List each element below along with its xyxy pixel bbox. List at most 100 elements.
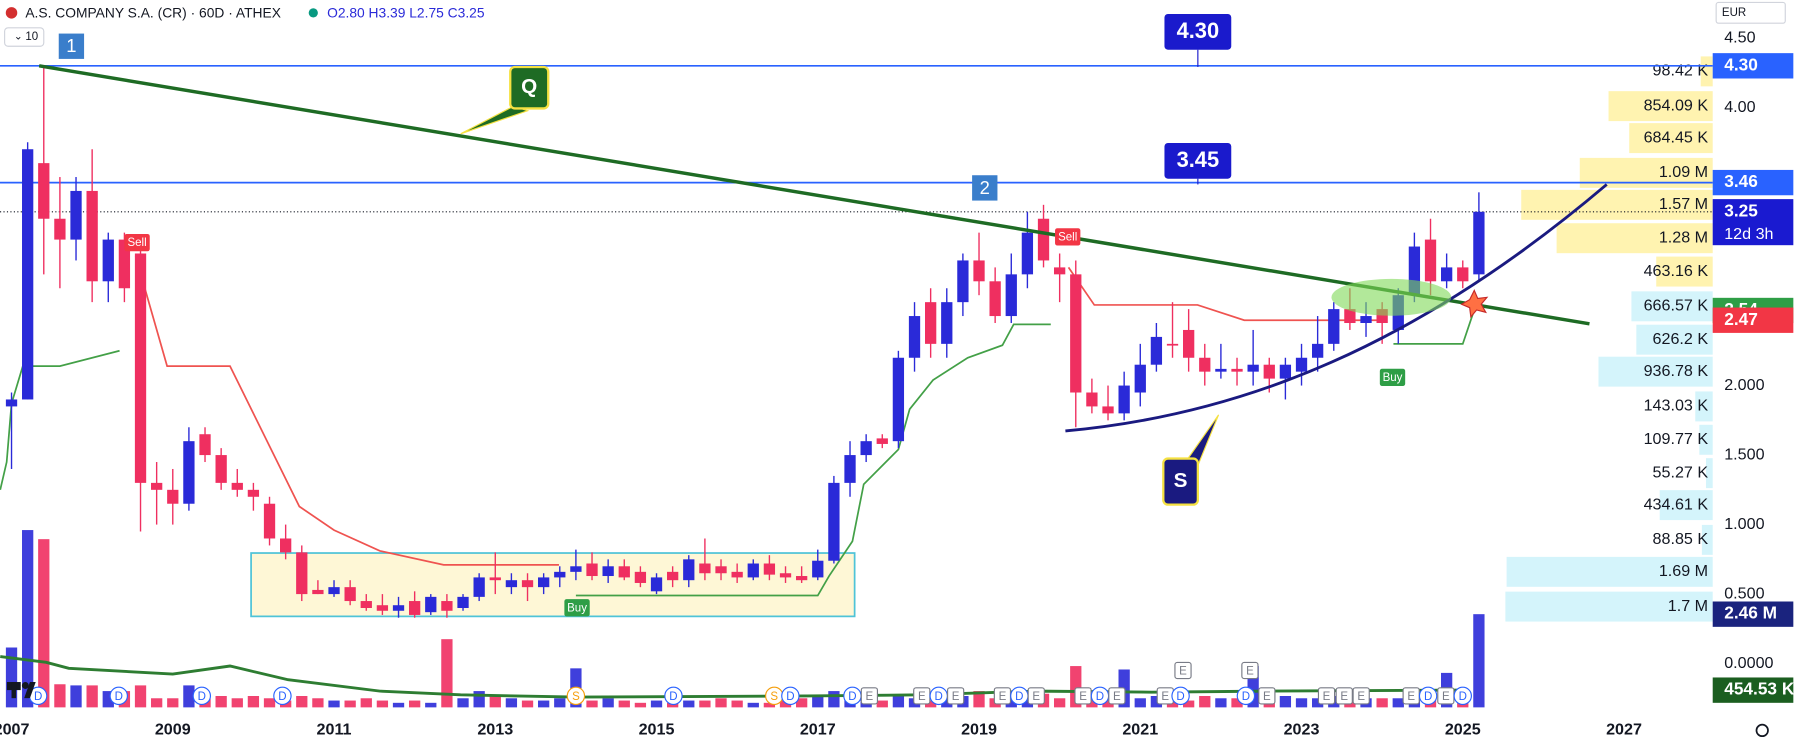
s-box[interactable] [1162, 457, 1200, 506]
candle-body[interactable] [1231, 368, 1243, 372]
candle-body[interactable] [1199, 357, 1211, 372]
candle-body[interactable] [747, 563, 759, 578]
event-marker[interactable]: D [1236, 686, 1256, 706]
event-marker[interactable]: E [1174, 661, 1192, 680]
candle-body[interactable] [86, 190, 98, 282]
event-marker[interactable]: E [993, 687, 1012, 705]
candle-body[interactable] [1441, 267, 1453, 282]
candle-body[interactable] [1054, 267, 1066, 275]
event-marker[interactable]: D [1090, 686, 1110, 706]
candle-body[interactable] [1150, 336, 1163, 365]
event-marker[interactable]: D [192, 686, 212, 706]
candle-body[interactable] [1457, 267, 1469, 282]
candle-body[interactable] [22, 149, 34, 400]
candle-body[interactable] [231, 482, 243, 490]
candle-body[interactable] [1424, 239, 1437, 282]
candle-body[interactable] [1295, 357, 1308, 372]
volume-profile-bar[interactable] [1608, 91, 1713, 122]
candle-body[interactable] [521, 580, 534, 588]
highlight-ellipse[interactable] [1331, 278, 1452, 316]
price-label-box[interactable] [1712, 601, 1794, 627]
candle-body[interactable] [392, 605, 405, 611]
candle-body[interactable] [312, 589, 324, 595]
candle-body[interactable] [70, 190, 82, 240]
candle-body[interactable] [1134, 364, 1146, 393]
event-marker[interactable]: D [664, 686, 683, 706]
candle-body[interactable] [699, 563, 711, 574]
candle-body[interactable] [54, 218, 66, 240]
candle-body[interactable] [860, 441, 872, 456]
event-marker[interactable]: E [1156, 687, 1174, 705]
volume-profile-bar[interactable] [1505, 591, 1713, 622]
candle-body[interactable] [828, 482, 840, 561]
volume-profile-bar[interactable] [1700, 56, 1713, 87]
indicator-toggle[interactable] [4, 27, 45, 47]
candle-body[interactable] [1408, 246, 1421, 296]
event-marker[interactable]: D [781, 686, 800, 706]
candle-body[interactable] [1247, 364, 1259, 372]
event-marker[interactable]: E [1352, 687, 1370, 705]
candle-body[interactable] [763, 563, 776, 575]
candle-body[interactable] [973, 260, 985, 282]
candle-body[interactable] [5, 399, 18, 407]
candle-body[interactable] [505, 580, 518, 588]
candle-body[interactable] [634, 571, 647, 583]
volume-profile-bar[interactable] [1631, 291, 1713, 322]
candle-body[interactable] [586, 563, 598, 577]
event-marker[interactable]: E [1402, 687, 1420, 705]
volume-profile-bar[interactable] [1629, 123, 1713, 154]
candle-body[interactable] [360, 601, 372, 608]
candle-body[interactable] [38, 163, 50, 219]
candle-body[interactable] [167, 489, 179, 504]
event-marker[interactable]: E [1317, 687, 1336, 705]
candle-body[interactable] [1005, 274, 1017, 317]
event-marker[interactable]: E [1258, 687, 1276, 705]
volume-profile-bar[interactable] [1701, 524, 1713, 555]
candle-body[interactable] [957, 260, 969, 303]
volume-profile-bar[interactable] [1636, 324, 1713, 355]
candle-body[interactable] [376, 605, 389, 611]
candle-body[interactable] [102, 239, 114, 282]
q-box[interactable] [509, 65, 550, 110]
candle-body[interactable] [1263, 364, 1275, 379]
candle-body[interactable] [844, 455, 856, 483]
candle-body[interactable] [602, 566, 614, 577]
candle-body[interactable] [441, 601, 453, 611]
volume-profile-bar[interactable] [1695, 391, 1713, 422]
candle-body[interactable] [263, 503, 276, 539]
event-marker[interactable]: D [1453, 686, 1472, 706]
event-marker[interactable]: S [566, 686, 586, 706]
event-marker[interactable]: D [843, 686, 862, 706]
candle-body[interactable] [199, 434, 211, 456]
candle-body[interactable] [215, 455, 227, 483]
candle-body[interactable] [1183, 329, 1195, 358]
volume-profile-bar[interactable] [1506, 556, 1713, 587]
arc-curve[interactable] [1065, 183, 1608, 433]
event-marker[interactable]: D [1171, 686, 1190, 706]
candle-body[interactable] [812, 560, 824, 578]
candle-body[interactable] [1021, 232, 1034, 275]
event-marker[interactable]: E [1241, 661, 1259, 680]
candle-body[interactable] [409, 601, 421, 615]
symbol-title[interactable]: A.S. COMPANY S.A. (CR) · 60D · ATHEX [25, 5, 281, 21]
event-marker[interactable]: D [109, 686, 128, 706]
event-marker[interactable]: E [947, 687, 965, 705]
candle-body[interactable] [538, 577, 550, 588]
candle-body[interactable] [941, 302, 953, 344]
candle-body[interactable] [1360, 316, 1372, 324]
candle-body[interactable] [489, 577, 501, 581]
volume-profile-bar[interactable] [1656, 256, 1713, 287]
candle-body[interactable] [731, 571, 743, 578]
candle-body[interactable] [1215, 368, 1227, 372]
candle-body[interactable] [570, 566, 582, 572]
price-label-box[interactable] [1712, 677, 1794, 703]
event-marker[interactable]: D [1010, 686, 1029, 706]
price-label-box[interactable] [1712, 53, 1794, 79]
candle-body[interactable] [715, 566, 727, 574]
candle-body[interactable] [328, 587, 340, 595]
volume-profile-bar[interactable] [1699, 424, 1713, 455]
tv-logo[interactable] [6, 682, 36, 699]
candle-body[interactable] [280, 538, 292, 553]
candle-body[interactable] [1344, 309, 1356, 324]
candle-body[interactable] [296, 552, 308, 595]
